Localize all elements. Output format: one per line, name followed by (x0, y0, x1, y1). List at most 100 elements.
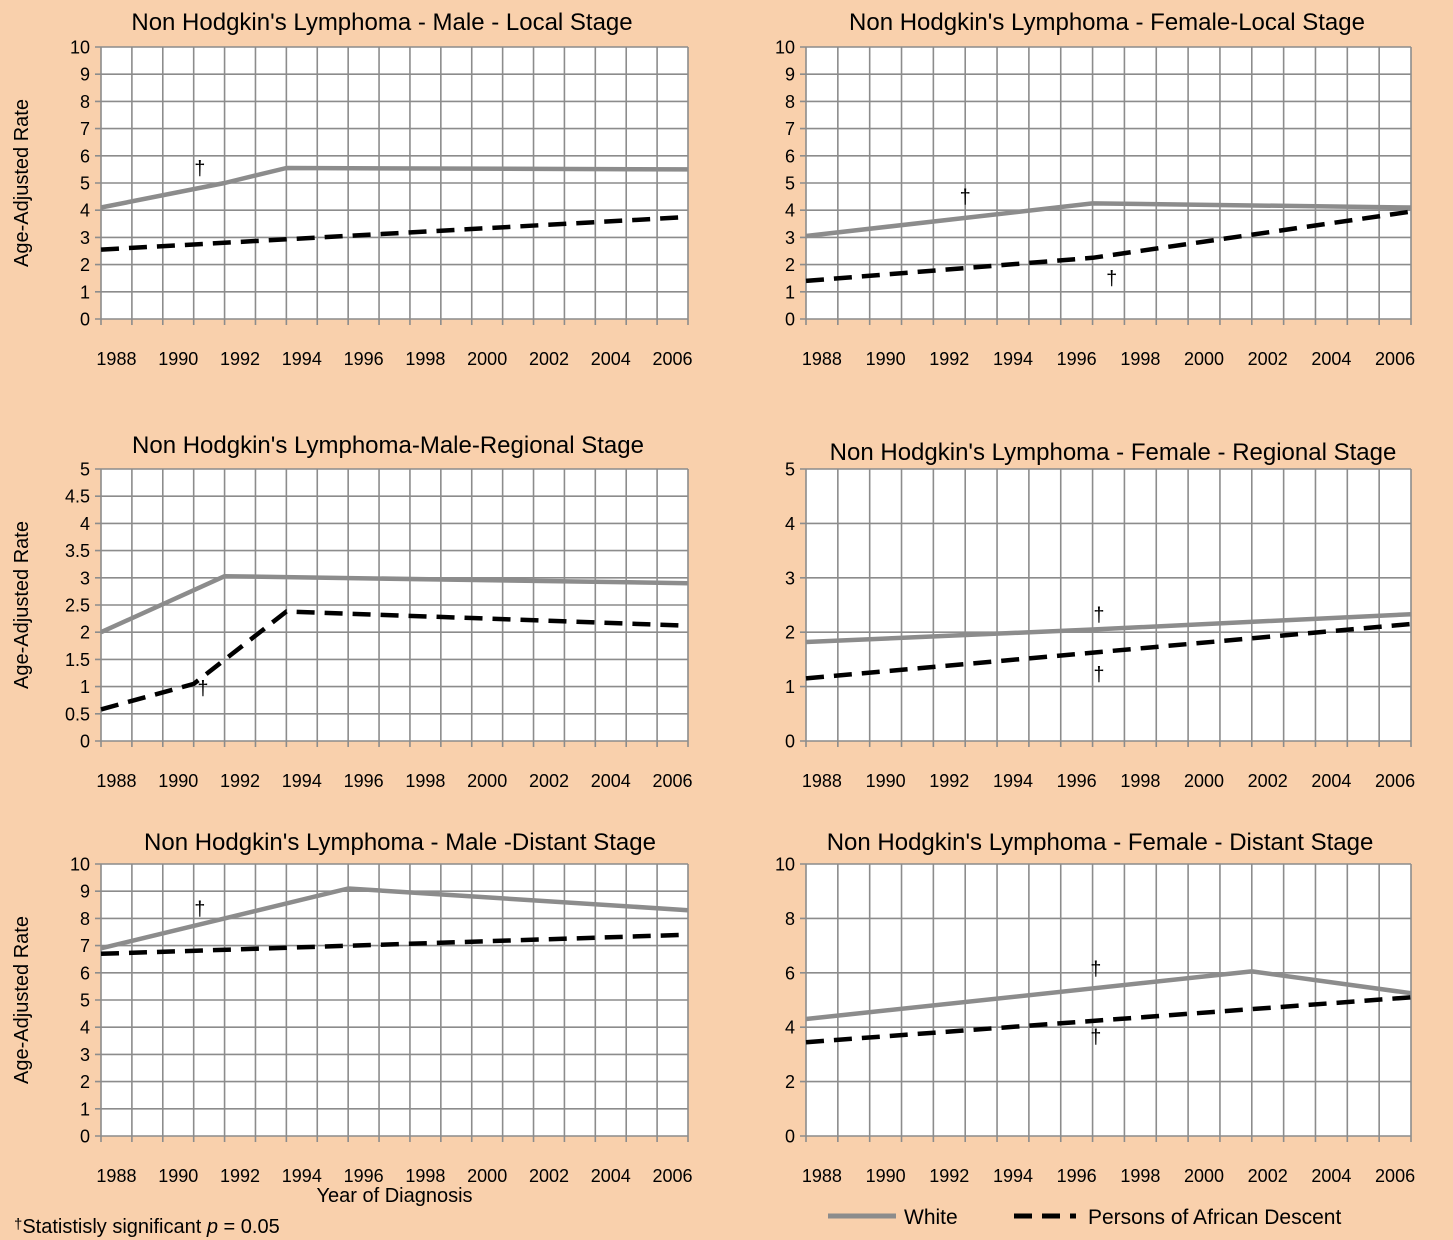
x-tick-label: 2004 (591, 1166, 631, 1186)
series-line-african-descent (100, 214, 689, 252)
footnote-dagger: † (14, 1216, 22, 1233)
series-line-white (100, 886, 689, 951)
x-axis-label: Year of Diagnosis (316, 1185, 472, 1207)
x-tick-label: 1992 (929, 349, 969, 369)
x-tick-label: 2000 (467, 771, 507, 791)
x-tick-label: 2006 (1375, 1166, 1415, 1186)
y-tick-label: 0 (785, 1127, 795, 1147)
x-tick-label: 2000 (1184, 1166, 1224, 1186)
x-tick-label: 1996 (344, 1166, 384, 1186)
legend: White Persons of African Descent (828, 1206, 1341, 1229)
y-tick-label: 2 (785, 623, 795, 643)
y-tick-label: 4 (785, 201, 795, 221)
y-tick-label: 3.5 (65, 541, 90, 561)
x-tick-label: 2002 (529, 771, 569, 791)
y-tick-label: 3 (785, 568, 795, 588)
series-line-white (100, 165, 689, 210)
y-tick-label: 5 (785, 460, 795, 480)
plot-area (806, 864, 1411, 1136)
series-line-african-descent (805, 209, 1412, 284)
series-line-african-descent (100, 932, 689, 957)
chart-panel-2: 0 1 2 3 4 5 6 7 8 9 10 1988 1990 1992 1994 1996 1998 2000… (775, 9, 1415, 369)
y-tick-label: 10 (70, 855, 90, 875)
x-tick-label: 2006 (653, 1166, 693, 1186)
x-tick-label: 2006 (653, 349, 693, 369)
x-tick-label: 1990 (158, 1166, 198, 1186)
y-tick-label: 9 (80, 65, 90, 85)
y-tick-label: 6 (80, 963, 90, 983)
chart-panels: 0 1 2 3 4 5 6 7 8 9 10 1988 1990 1992 1994 1996 1998 2000… (11, 9, 1415, 1207)
x-tick-label: 2006 (653, 771, 693, 791)
y-tick-label: 6 (785, 146, 795, 166)
x-tick-label: 1996 (1057, 1166, 1097, 1186)
y-tick-label: 4 (80, 1018, 90, 1038)
chart-panel-5: 0 1 2 3 4 5 6 7 8 9 10 1988 1990 1992 1994 1996 1998 2000… (11, 829, 693, 1207)
x-tick-label: 2004 (1311, 1166, 1351, 1186)
y-tick-label: 2 (80, 623, 90, 643)
chart-title: Non Hodgkin's Lymphoma - Female-Local St… (849, 9, 1365, 36)
y-tick-label: 4 (785, 514, 795, 534)
y-tick-label: 6 (785, 963, 795, 983)
y-tick-label: 4.5 (65, 487, 90, 507)
x-tick-label: 1988 (96, 771, 136, 791)
y-tick-label: 2 (80, 255, 90, 275)
chart-title: Non Hodgkin's Lymphoma-Male-Regional Sta… (132, 432, 644, 459)
x-tick-label: 1994 (993, 349, 1033, 369)
y-tick-label: 4 (785, 1018, 795, 1038)
y-tick-label: 1 (80, 282, 90, 302)
y-tick-label: 1 (80, 677, 90, 697)
x-tick-label: 1996 (1057, 349, 1097, 369)
x-tick-label: 2000 (467, 1166, 507, 1186)
y-tick-label: 3 (80, 568, 90, 588)
x-tick-label: 1994 (993, 771, 1033, 791)
series-line-african-descent (805, 995, 1412, 1045)
significance-marker: † (1093, 664, 1104, 686)
y-tick-label: 10 (775, 38, 795, 58)
chart-panel-1: 0 1 2 3 4 5 6 7 8 9 10 1988 1990 1992 1994 1996 1998 2000… (11, 9, 693, 369)
x-tick-label: 2002 (529, 349, 569, 369)
y-tick-label: 5 (80, 460, 90, 480)
significance-marker: † (194, 158, 205, 180)
footnote-suffix: = 0.05 (218, 1216, 280, 1238)
y-tick-label: 9 (785, 65, 795, 85)
footnote: †Statistisly significant p = 0.05 (14, 1216, 280, 1238)
series-line-white (805, 969, 1412, 1022)
x-tick-label: 1988 (96, 349, 136, 369)
x-tick-label: 1990 (158, 771, 198, 791)
y-tick-label: 1.5 (65, 650, 90, 670)
y-tick-label: 4 (80, 201, 90, 221)
y-tick-label: 5 (80, 174, 90, 194)
y-axis-label: Age-Adjusted Rate (11, 521, 33, 689)
x-tick-label: 1990 (866, 1166, 906, 1186)
x-tick-label: 1990 (158, 349, 198, 369)
y-axis-label: Age-Adjusted Rate (11, 916, 33, 1084)
significance-marker: † (960, 186, 971, 208)
series-line-african-descent (805, 621, 1412, 681)
series-line-white (100, 573, 689, 635)
x-tick-label: 2006 (1375, 771, 1415, 791)
y-tick-label: 8 (80, 909, 90, 929)
y-tick-label: 6 (80, 146, 90, 166)
x-tick-label: 1994 (282, 349, 322, 369)
legend-white-label: White (904, 1206, 958, 1229)
chart-title: Non Hodgkin's Lymphoma - Female - Region… (830, 439, 1397, 466)
x-tick-label: 2004 (591, 349, 631, 369)
significance-marker: † (1090, 1027, 1101, 1049)
footnote-text: Statistisly significant (22, 1216, 207, 1238)
significance-marker: † (1090, 959, 1101, 981)
x-tick-label: 1998 (405, 771, 445, 791)
x-tick-label: 2002 (1248, 349, 1288, 369)
y-axis-label: Age-Adjusted Rate (11, 99, 33, 267)
chart-panel-6: 0 2 4 6 8 10 1988 1990 1992 1994 1996 1998 2000 2002 2… (775, 829, 1415, 1186)
y-tick-label: 0.5 (65, 704, 90, 724)
x-tick-label: 2000 (1184, 771, 1224, 791)
significance-marker: † (1093, 604, 1104, 626)
x-tick-label: 2002 (1248, 1166, 1288, 1186)
x-tick-label: 1992 (929, 771, 969, 791)
x-tick-label: 1996 (344, 771, 384, 791)
y-tick-label: 7 (80, 119, 90, 139)
series-line-african-descent (100, 609, 689, 712)
legend-african-descent-label: Persons of African Descent (1088, 1206, 1341, 1229)
x-tick-label: 2002 (1248, 771, 1288, 791)
